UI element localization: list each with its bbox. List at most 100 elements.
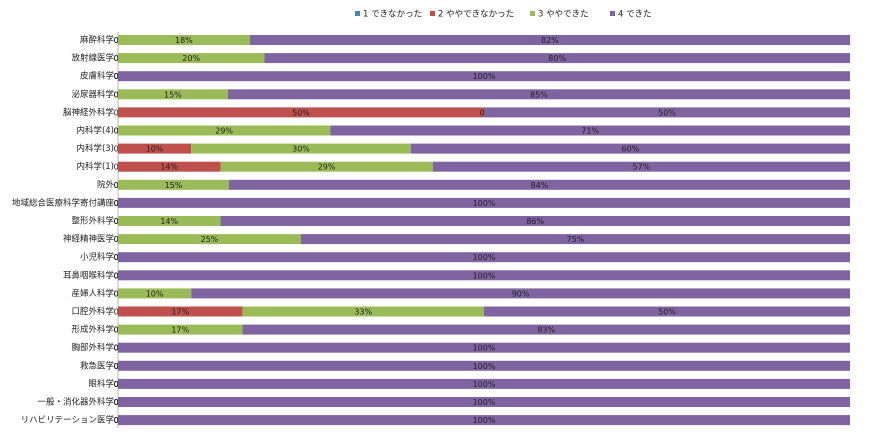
bar-segment [118,342,850,353]
legend-swatch [610,11,615,16]
bar-segment [242,324,850,335]
bar-segment [118,306,243,317]
data-label: 60% [622,145,640,154]
bar-segment [330,125,850,136]
category-label: リハビリテーション医学 [21,415,115,426]
bar-segment [220,216,851,226]
category-label: 院外 [97,179,115,190]
bar-segment [118,378,850,389]
bar-segment [118,179,229,190]
bar-segment [118,216,221,226]
bar-segment [227,89,851,100]
category-label: 地域総合医療科学寄付講座 [12,197,115,208]
bar-segment [228,179,851,190]
legend-swatch [530,11,535,16]
data-label: 100% [473,253,496,262]
bar-segment [118,71,850,82]
data-label: 83% [537,326,555,335]
data-label: 100% [473,416,496,425]
bar-segment [484,306,850,317]
data-label: 75% [567,235,585,244]
legend-swatch [355,11,360,16]
legend-label: 3 ややできた [538,10,589,20]
bar-segment [301,234,850,245]
category-label: 麻酔科学 [80,35,115,46]
category-label: 神経精神医学 [63,234,115,245]
data-label: 10% [146,289,164,298]
data-label: 100% [473,199,496,208]
data-label: 15% [165,181,183,190]
bar-segment [264,53,850,64]
data-label: 10% [146,145,164,154]
bar-segment [220,161,433,172]
bar-segment [118,270,850,281]
data-label: 57% [632,163,650,172]
category-label: 泌尿器科学 [71,89,114,100]
data-label: 17% [171,326,189,335]
category-label: 形成外科学 [71,324,114,335]
category-label: 内科学(1) [76,161,114,172]
bar-segment [118,53,265,64]
bar-segment [191,143,411,154]
data-label: 30% [292,145,310,154]
data-label: 71% [581,127,599,136]
data-label: 82% [541,36,559,45]
category-label: 整形外科学 [71,216,114,227]
bar-segment [118,197,850,208]
legend-label: 2 ややできなかった [438,10,514,20]
bar-segment [118,288,192,299]
category-label: 耳鼻咽喉科学 [63,270,115,281]
data-label: 80% [548,54,566,63]
data-label: 50% [658,308,676,317]
data-label: 18% [175,36,193,45]
category-label: 放射線医学 [71,53,114,64]
data-label: 100% [473,380,496,389]
legend-swatch [430,11,435,16]
bar-segment [118,324,243,335]
category-label: 口腔外科学 [71,306,114,317]
bar-segment [118,89,228,100]
category-label: 脳神経外科学 [63,107,115,118]
data-label: 33% [354,308,372,317]
data-label: 50% [292,108,310,117]
category-label: 産婦人科学 [71,288,114,299]
bar-segment [118,107,484,118]
category-label: 内科学(3) [76,143,114,154]
data-label: 85% [530,90,548,99]
legend-label: 1 できなかった [363,10,422,20]
legend-label: 4 できた [618,10,652,20]
data-label: 100% [473,398,496,407]
data-label: 50% [658,108,676,117]
data-label: 90% [512,289,530,298]
bar-segment [118,397,850,407]
bar-segment [118,234,301,245]
category-label: 眼科学 [88,378,114,389]
bar-segment [118,35,250,45]
category-label: 小児科学 [80,252,115,263]
data-label: 14% [160,217,178,226]
bar-segment [118,125,331,136]
bar-segment [432,161,850,172]
data-label: 100% [473,362,496,371]
data-label: 84% [531,181,549,190]
bar-segment [249,35,850,45]
data-label: 100% [473,72,496,81]
bar-segment [118,415,850,426]
bar-segment [242,306,484,317]
data-label: 29% [318,163,336,172]
data-label: 100% [473,344,496,353]
bar-segment [484,107,850,118]
data-label: 17% [171,308,189,317]
bar-segment [118,252,850,263]
bar-segment [118,161,221,172]
data-label: 100% [473,271,496,280]
category-label: 一般・消化器外科学 [37,397,114,408]
data-label: 25% [201,235,219,244]
data-label: 86% [526,217,544,226]
data-label: 29% [215,127,233,136]
category-label: 内科学(4) [76,125,114,136]
bar-segment [118,143,192,154]
bar-segment [410,143,850,154]
data-label: 15% [164,90,182,99]
